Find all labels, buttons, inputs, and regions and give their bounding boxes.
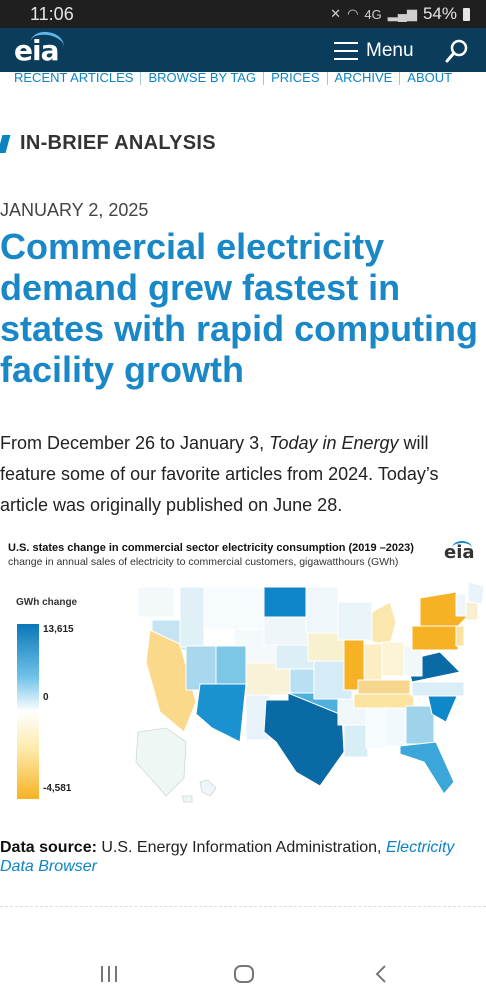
state-la <box>343 724 369 758</box>
site-header: eia Menu <box>0 28 486 76</box>
subnav-prices[interactable]: PRICES <box>264 72 328 85</box>
state-fl <box>399 741 455 795</box>
state-nj <box>455 625 465 647</box>
home-icon[interactable] <box>229 962 259 986</box>
figure-logo-arc <box>452 541 472 555</box>
state-al <box>385 707 407 747</box>
status-icons: ✕ ◠ 4G ▂▄▆ 54% <box>330 4 470 24</box>
state-az <box>195 683 247 743</box>
menu-button[interactable]: Menu <box>334 40 414 62</box>
state-ms <box>365 707 387 749</box>
mute-icon: ✕ <box>330 6 342 21</box>
legend-min-label: -4,581 <box>43 783 72 794</box>
signal-icon: ▂▄▆ <box>387 6 417 21</box>
battery-level: 54% <box>422 4 457 23</box>
data-source-text: U.S. Energy Information Administration, <box>96 839 386 856</box>
article-title: Commercial electricity demand grew faste… <box>0 226 479 390</box>
state-id <box>179 586 205 648</box>
state-oh <box>381 641 405 677</box>
back-icon[interactable] <box>366 962 396 986</box>
divider <box>0 906 486 907</box>
figure-subtitle: change in annual sales of electricity to… <box>8 556 399 568</box>
state-ut <box>215 645 247 685</box>
state-nd <box>263 586 307 618</box>
section-label-text: IN-BRIEF ANALYSIS <box>20 132 216 154</box>
state-mn <box>305 586 339 634</box>
intro-italic: Today in Energy <box>269 433 399 453</box>
state-tx <box>263 692 345 787</box>
status-time: 11:06 <box>30 4 74 24</box>
state-me <box>467 582 485 605</box>
wifi-icon: ◠ <box>347 6 359 21</box>
legend-title: GWh change <box>16 597 78 608</box>
state-ga <box>405 705 435 745</box>
state-hi-2 <box>181 795 193 803</box>
state-ky <box>357 679 411 695</box>
state-nv <box>185 645 217 691</box>
legend-max-label: 13,615 <box>43 624 74 635</box>
us-states-map <box>135 582 485 803</box>
legend-color-scale <box>17 624 39 799</box>
subnav-archive[interactable]: ARCHIVE <box>328 72 401 85</box>
legend-mid-label: 0 <box>43 692 49 703</box>
android-nav-bar <box>0 948 486 1000</box>
state-in <box>363 643 383 681</box>
state-ma <box>465 601 479 621</box>
state-mi <box>371 601 397 645</box>
data-source: Data source: U.S. Energy Information Adm… <box>0 838 486 876</box>
state-wa <box>137 586 175 618</box>
section-accent-bar <box>0 134 11 153</box>
intro-part-2: will feature some of our favorite articl… <box>0 433 439 515</box>
map-figure[interactable]: U.S. states change in commercial sector … <box>0 538 486 808</box>
data-source-label: Data source: <box>0 839 97 856</box>
data-source-link[interactable]: Electricity Data Browser <box>0 839 455 875</box>
subnav-browse-by-tag[interactable]: BROWSE BY TAG <box>141 72 265 85</box>
state-ak <box>135 727 187 797</box>
network-type: 4G <box>364 6 382 22</box>
search-icon[interactable] <box>444 38 470 64</box>
article-date: JANUARY 2, 2025 <box>0 200 149 220</box>
state-sd <box>263 616 309 646</box>
state-wi <box>337 601 373 641</box>
article-intro: From December 26 to January 3, Today in … <box>0 428 486 521</box>
state-pa <box>411 625 459 651</box>
figure-eia-logo: eia <box>444 542 475 563</box>
menu-label: Menu <box>366 40 414 61</box>
figure-title: U.S. states change in commercial sector … <box>8 542 414 554</box>
eia-logo[interactable]: eia <box>14 34 59 67</box>
state-vt <box>455 593 467 617</box>
state-hi <box>199 779 217 797</box>
state-nc <box>411 681 465 697</box>
subnav-about[interactable]: ABOUT <box>407 72 453 85</box>
state-tn <box>353 693 415 709</box>
recent-apps-icon[interactable] <box>94 962 124 986</box>
battery-icon <box>463 7 470 21</box>
hamburger-icon <box>334 42 358 60</box>
sub-navigation: RECENT ARTICLES BROWSE BY TAG PRICES ARC… <box>0 72 486 88</box>
status-bar: 11:06 ✕ ◠ 4G ▂▄▆ 54% <box>0 0 486 28</box>
subnav-recent-articles[interactable]: RECENT ARTICLES <box>14 72 142 85</box>
intro-part-1: From December 26 to January 3, <box>0 433 270 453</box>
state-mt <box>203 586 265 630</box>
section-label: IN-BRIEF ANALYSIS <box>0 132 216 155</box>
